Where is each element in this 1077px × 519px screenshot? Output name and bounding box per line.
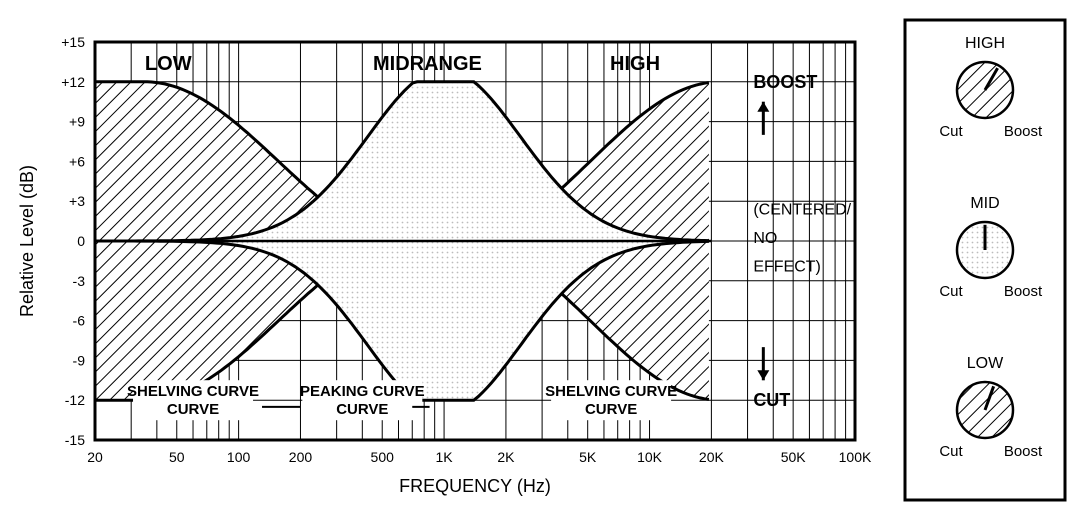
boost-arrow-head [757, 102, 769, 112]
knob-title: MID [970, 195, 999, 212]
x-tick-label: 100K [839, 449, 872, 465]
x-tick-label: 100 [227, 449, 251, 465]
x-axis-label: FREQUENCY (Hz) [399, 476, 551, 496]
x-tick-label: 2K [497, 449, 515, 465]
y-tick-label: 0 [77, 233, 85, 249]
knob-boost-label: Boost [1004, 443, 1043, 460]
x-tick-label: 50K [781, 449, 807, 465]
centered-label-2: NO [753, 230, 777, 247]
knob-title: HIGH [965, 35, 1005, 52]
y-tick-label: +15 [61, 34, 85, 50]
knob-title: LOW [967, 355, 1004, 372]
low-curve-note: SHELVING CURVE [127, 383, 259, 400]
knob-boost-label: Boost [1004, 283, 1043, 300]
x-tick-label: 20K [699, 449, 725, 465]
knob-cut-label: Cut [939, 443, 963, 460]
y-tick-label: +12 [61, 74, 85, 90]
centered-label-1: (CENTERED/ [753, 201, 851, 218]
knob-cut-label: Cut [939, 123, 963, 140]
mid-curve-note: PEAKING CURVE [300, 383, 425, 400]
y-tick-label: -15 [65, 432, 85, 448]
svg-text:CURVE: CURVE [167, 401, 219, 418]
knob-cut-label: Cut [939, 283, 963, 300]
x-tick-label: 10K [637, 449, 663, 465]
y-axis-label: Relative Level (dB) [17, 165, 37, 317]
y-tick-label: -6 [73, 313, 86, 329]
y-tick-label: -9 [73, 352, 86, 368]
high-curve-note: SHELVING CURVE [545, 383, 677, 400]
x-tick-label: 20 [87, 449, 103, 465]
cut-arrow-head [757, 370, 769, 380]
knob-boost-label: Boost [1004, 123, 1043, 140]
centered-label-3: EFFECT) [753, 259, 821, 276]
y-tick-label: -12 [65, 392, 85, 408]
boost-label: BOOST [753, 72, 817, 92]
x-tick-label: 200 [289, 449, 313, 465]
eq-diagram-container: +15 +12 +9 +6 +3 0 -3 -6 -9 -12 -1520 50 100 200 500 1K… [0, 0, 1077, 519]
svg-text:CURVE: CURVE [585, 401, 637, 418]
high-label: HIGH [610, 53, 660, 75]
cut-label: CUT [753, 390, 790, 410]
eq-diagram-svg: +15 +12 +9 +6 +3 0 -3 -6 -9 -12 -1520 50 100 200 500 1K… [0, 0, 1077, 519]
x-tick-label: 500 [371, 449, 395, 465]
x-tick-label: 5K [579, 449, 597, 465]
y-tick-label: +9 [69, 114, 85, 130]
y-tick-label: +3 [69, 193, 85, 209]
y-tick-label: +6 [69, 153, 85, 169]
x-tick-label: 50 [169, 449, 185, 465]
low-label: LOW [145, 53, 192, 75]
y-tick-label: -3 [73, 273, 86, 289]
x-tick-label: 1K [436, 449, 454, 465]
mid-label: MIDRANGE [373, 53, 482, 75]
svg-text:CURVE: CURVE [336, 401, 388, 418]
